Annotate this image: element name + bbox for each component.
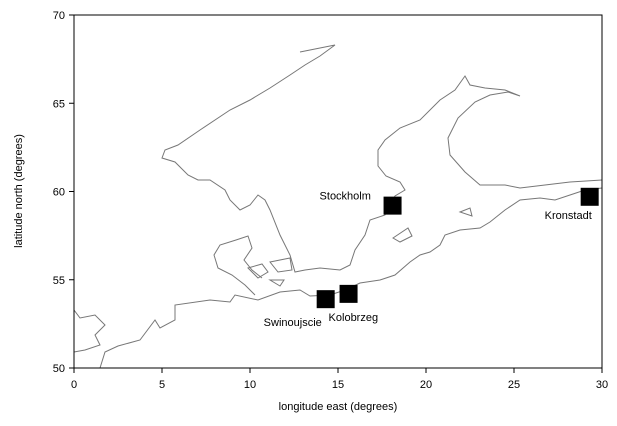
y-axis-label: latitude north (degrees)	[13, 134, 25, 248]
x-tick-label: 25	[508, 379, 520, 391]
island	[247, 263, 269, 279]
y-tick-label: 70	[53, 10, 65, 22]
station-label: Kolobrzeg	[329, 312, 379, 324]
island	[268, 279, 285, 287]
station-label: Stockholm	[320, 191, 371, 203]
y-tick-label: 55	[53, 275, 65, 287]
island	[458, 207, 473, 217]
y-tick-label: 60	[53, 187, 65, 199]
station-label: Kronstadt	[545, 210, 592, 222]
coastline-main	[99, 187, 603, 369]
x-tick-label: 0	[71, 379, 77, 391]
jutland	[213, 235, 263, 296]
x-tick-label: 10	[244, 379, 256, 391]
island	[269, 257, 293, 273]
island	[392, 227, 413, 243]
y-tick-label: 50	[53, 363, 65, 375]
x-tick-label: 5	[159, 379, 165, 391]
coastline-north	[161, 44, 603, 273]
coast-west	[73, 309, 106, 353]
station-marker	[316, 290, 335, 309]
station-label: Swinoujscie	[264, 317, 322, 329]
x-axis-label: longitude east (degrees)	[279, 401, 398, 413]
station-marker	[383, 196, 402, 215]
station-marker	[580, 187, 599, 206]
station-marker	[339, 284, 358, 303]
x-tick-label: 20	[420, 379, 432, 391]
x-tick-label: 15	[332, 379, 344, 391]
y-tick-label: 65	[53, 98, 65, 110]
x-tick-label: 30	[596, 379, 608, 391]
coastline	[73, 44, 603, 369]
